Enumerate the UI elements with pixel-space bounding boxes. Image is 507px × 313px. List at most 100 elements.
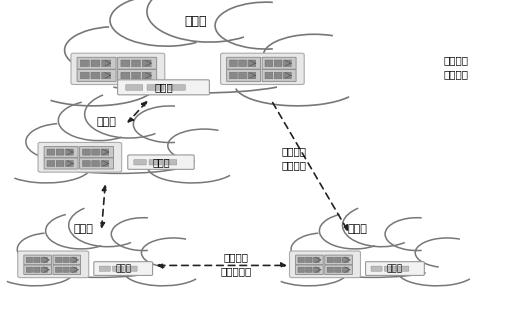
Ellipse shape	[397, 257, 476, 286]
FancyBboxPatch shape	[83, 149, 90, 155]
FancyBboxPatch shape	[147, 85, 164, 90]
FancyBboxPatch shape	[91, 72, 100, 79]
FancyBboxPatch shape	[371, 266, 382, 271]
FancyBboxPatch shape	[24, 265, 52, 275]
FancyBboxPatch shape	[80, 158, 114, 169]
FancyBboxPatch shape	[248, 72, 256, 79]
Ellipse shape	[141, 238, 205, 268]
Ellipse shape	[26, 123, 99, 160]
FancyBboxPatch shape	[53, 255, 81, 265]
FancyBboxPatch shape	[342, 267, 348, 272]
FancyBboxPatch shape	[227, 57, 261, 69]
FancyBboxPatch shape	[283, 72, 291, 79]
FancyBboxPatch shape	[230, 60, 237, 67]
FancyBboxPatch shape	[118, 69, 157, 81]
Ellipse shape	[85, 90, 174, 138]
FancyBboxPatch shape	[142, 60, 151, 67]
FancyBboxPatch shape	[126, 266, 137, 271]
FancyBboxPatch shape	[296, 265, 323, 275]
FancyBboxPatch shape	[18, 251, 89, 278]
Ellipse shape	[33, 127, 205, 167]
FancyBboxPatch shape	[41, 257, 48, 263]
FancyBboxPatch shape	[53, 265, 81, 275]
FancyBboxPatch shape	[289, 251, 360, 278]
FancyBboxPatch shape	[65, 149, 73, 155]
FancyBboxPatch shape	[305, 257, 312, 263]
Text: 中心云: 中心云	[184, 15, 206, 28]
Ellipse shape	[124, 257, 202, 286]
FancyBboxPatch shape	[63, 257, 69, 263]
FancyBboxPatch shape	[24, 255, 52, 265]
Ellipse shape	[291, 233, 355, 266]
Text: 热点业务
时延优势: 热点业务 时延优势	[281, 146, 306, 170]
Ellipse shape	[270, 257, 348, 286]
FancyBboxPatch shape	[265, 60, 273, 67]
FancyBboxPatch shape	[262, 57, 296, 69]
FancyBboxPatch shape	[248, 60, 256, 67]
FancyBboxPatch shape	[398, 266, 409, 271]
FancyBboxPatch shape	[94, 262, 153, 275]
FancyBboxPatch shape	[230, 72, 237, 79]
FancyBboxPatch shape	[335, 257, 341, 263]
FancyBboxPatch shape	[99, 266, 111, 271]
FancyBboxPatch shape	[149, 160, 162, 165]
FancyBboxPatch shape	[298, 257, 304, 263]
Ellipse shape	[343, 204, 421, 247]
FancyBboxPatch shape	[118, 80, 209, 95]
FancyBboxPatch shape	[80, 60, 89, 67]
FancyBboxPatch shape	[26, 257, 32, 263]
FancyBboxPatch shape	[134, 160, 147, 165]
FancyBboxPatch shape	[325, 265, 352, 275]
Ellipse shape	[46, 213, 117, 249]
FancyBboxPatch shape	[121, 72, 130, 79]
FancyBboxPatch shape	[55, 257, 62, 263]
Ellipse shape	[215, 2, 317, 49]
FancyBboxPatch shape	[65, 161, 73, 167]
FancyBboxPatch shape	[77, 69, 116, 81]
FancyBboxPatch shape	[26, 267, 32, 272]
Ellipse shape	[23, 236, 174, 272]
FancyBboxPatch shape	[47, 161, 55, 167]
FancyBboxPatch shape	[227, 69, 261, 81]
FancyBboxPatch shape	[164, 160, 177, 165]
FancyBboxPatch shape	[92, 149, 99, 155]
Ellipse shape	[263, 34, 366, 76]
FancyBboxPatch shape	[327, 257, 334, 263]
Text: 存储池: 存储池	[115, 264, 131, 273]
FancyBboxPatch shape	[56, 161, 64, 167]
FancyBboxPatch shape	[132, 60, 140, 67]
Ellipse shape	[2, 151, 91, 183]
FancyBboxPatch shape	[70, 267, 77, 272]
FancyBboxPatch shape	[128, 155, 194, 169]
FancyBboxPatch shape	[41, 267, 48, 272]
FancyBboxPatch shape	[313, 257, 319, 263]
Text: 边缘云: 边缘云	[347, 224, 368, 234]
FancyBboxPatch shape	[118, 57, 157, 69]
FancyBboxPatch shape	[55, 267, 62, 272]
FancyBboxPatch shape	[239, 60, 246, 67]
FancyBboxPatch shape	[101, 161, 108, 167]
FancyBboxPatch shape	[71, 53, 165, 85]
FancyBboxPatch shape	[91, 60, 100, 67]
Ellipse shape	[112, 218, 175, 250]
FancyBboxPatch shape	[221, 53, 304, 85]
FancyBboxPatch shape	[63, 267, 69, 272]
FancyBboxPatch shape	[80, 72, 89, 79]
Ellipse shape	[133, 106, 206, 143]
FancyBboxPatch shape	[44, 146, 78, 158]
FancyBboxPatch shape	[33, 257, 40, 263]
FancyBboxPatch shape	[83, 161, 90, 167]
FancyBboxPatch shape	[102, 60, 111, 67]
Ellipse shape	[147, 0, 272, 42]
Ellipse shape	[235, 64, 360, 106]
FancyBboxPatch shape	[33, 267, 40, 272]
FancyBboxPatch shape	[102, 72, 111, 79]
Ellipse shape	[0, 257, 74, 286]
FancyBboxPatch shape	[262, 69, 296, 81]
FancyBboxPatch shape	[77, 57, 116, 69]
FancyBboxPatch shape	[384, 266, 395, 271]
Ellipse shape	[17, 233, 81, 266]
FancyBboxPatch shape	[80, 146, 114, 158]
FancyBboxPatch shape	[168, 85, 186, 90]
Text: 存储池: 存储池	[387, 264, 403, 273]
